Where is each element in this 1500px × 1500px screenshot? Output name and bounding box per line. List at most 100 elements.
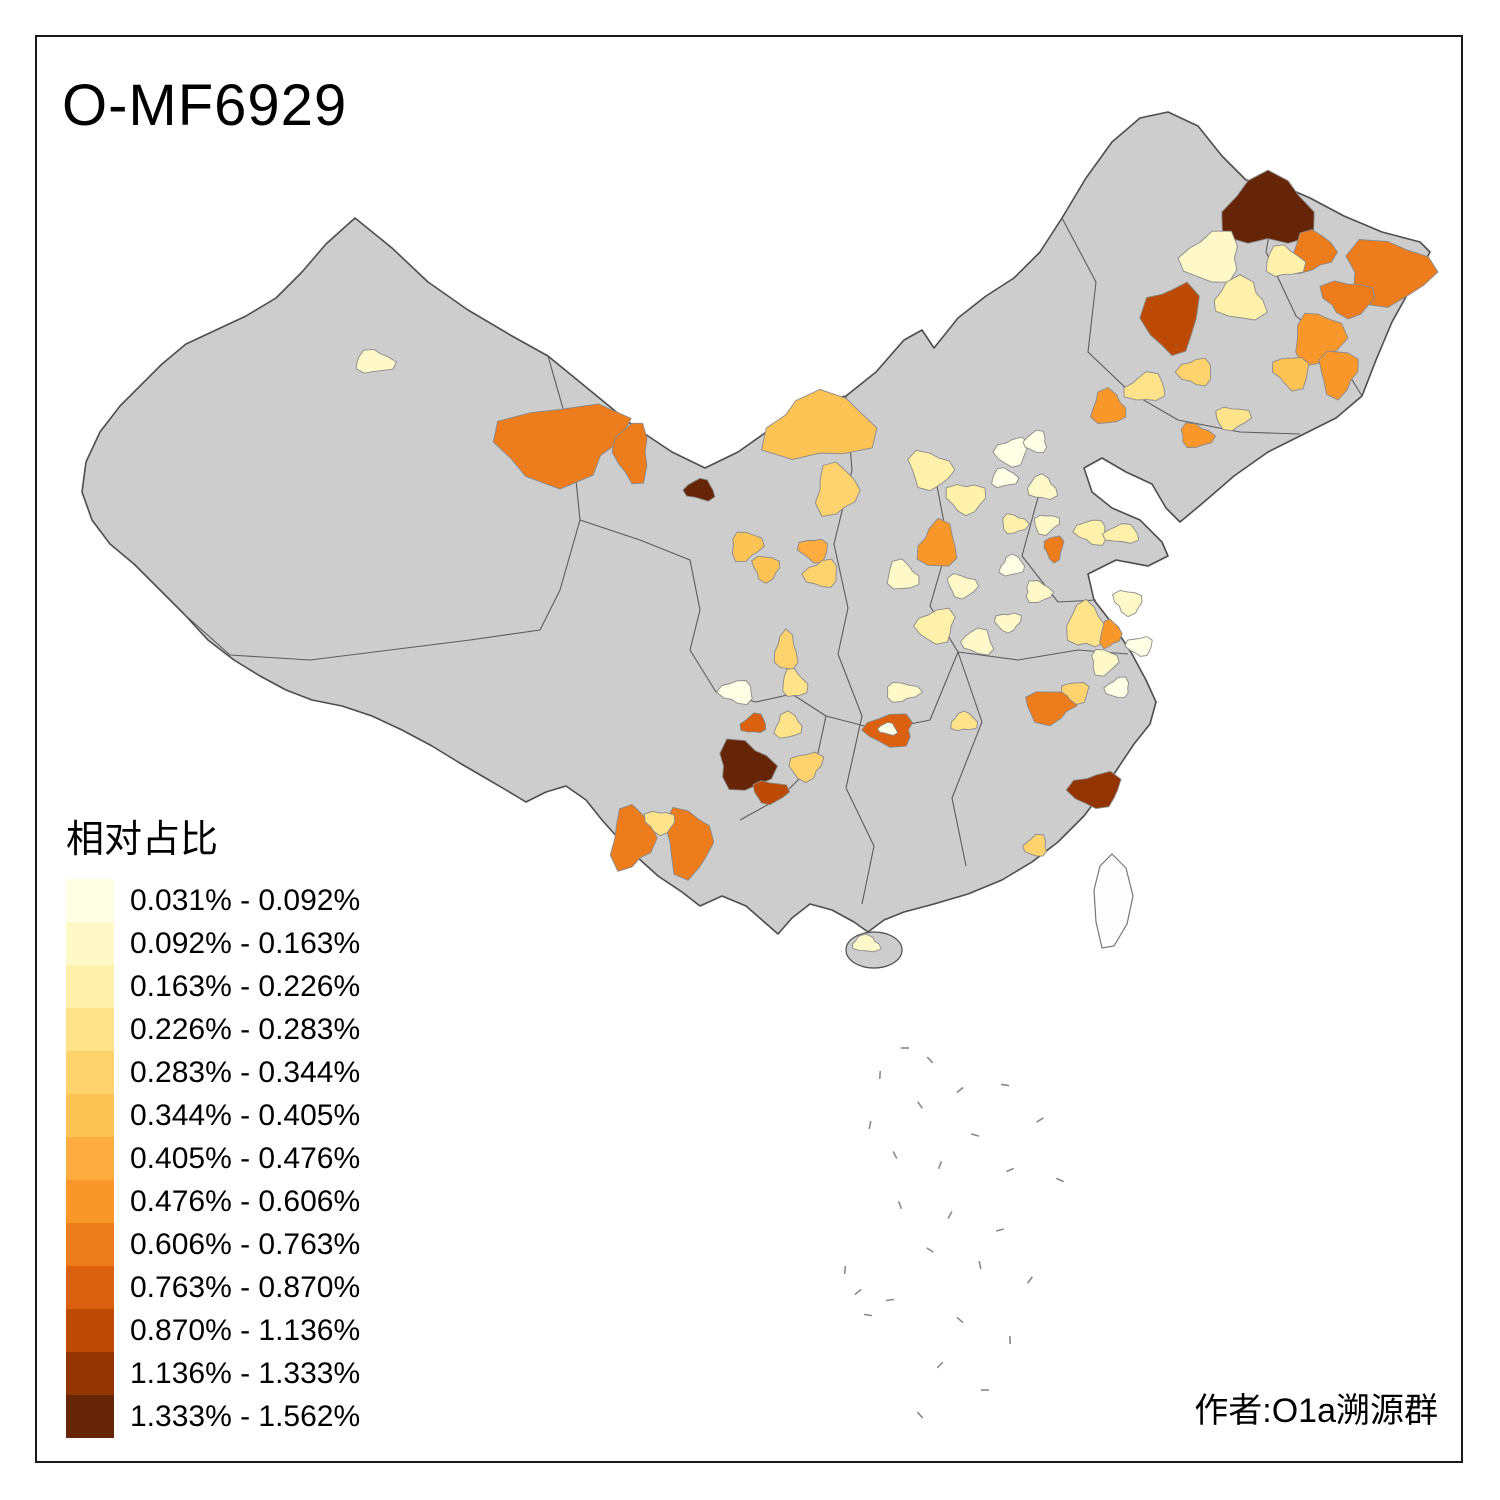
legend-range-label: 0.092% - 0.163%	[130, 927, 361, 960]
legend-range-label: 1.333% - 1.562%	[130, 1400, 361, 1433]
legend-color-swatch	[66, 965, 114, 1008]
legend-row: 0.344% - 0.405%	[66, 1094, 360, 1137]
legend-range-label: 0.163% - 0.226%	[130, 970, 361, 1003]
prefecture-region	[1112, 589, 1143, 618]
sea-islet-mark	[1006, 1167, 1014, 1173]
legend-color-swatch	[66, 922, 114, 965]
sea-islet-mark	[926, 1247, 934, 1253]
legend-row: 0.283% - 0.344%	[66, 1051, 360, 1094]
prefecture-region	[992, 436, 1030, 468]
prefecture-region	[773, 710, 803, 739]
prefecture-region	[611, 422, 648, 485]
legend-row: 0.870% - 1.136%	[66, 1309, 360, 1352]
legend-color-swatch	[66, 1180, 114, 1223]
legend-range-label: 0.344% - 0.405%	[130, 1099, 361, 1132]
prefecture-region	[887, 681, 924, 703]
prefecture-region	[788, 751, 825, 783]
prefecture-region	[664, 806, 715, 881]
legend-row: 0.606% - 0.763%	[66, 1223, 360, 1266]
sea-islet-mark	[978, 1260, 982, 1270]
sea-islet-mark	[892, 1151, 898, 1159]
province-border	[837, 653, 875, 905]
legend-title: 相对占比	[66, 819, 219, 861]
province-border	[1021, 489, 1097, 603]
sea-islet-mark	[878, 1070, 882, 1080]
prefecture-region	[643, 810, 676, 837]
prefecture-region	[959, 627, 995, 656]
legend-color-swatch	[66, 1008, 114, 1051]
sea-islet-mark	[956, 1316, 964, 1324]
prefecture-region	[739, 712, 767, 734]
prefecture-region	[682, 477, 716, 502]
sea-islet-mark	[854, 1288, 862, 1296]
prefecture-region	[877, 721, 899, 736]
legend-row: 0.031% - 0.092%	[66, 879, 360, 922]
sea-islet-mark	[1056, 1177, 1064, 1183]
legend-color-swatch	[66, 879, 114, 922]
prefecture-region	[1072, 519, 1108, 546]
legend-color-swatch	[66, 1094, 114, 1137]
legend-range-label: 0.031% - 0.092%	[130, 884, 361, 917]
sea-islet-mark	[843, 1265, 847, 1275]
prefecture-region	[1061, 682, 1090, 705]
prefecture-region	[1272, 357, 1310, 392]
prefecture-region	[1318, 350, 1359, 401]
prefecture-region	[1043, 535, 1065, 564]
prefecture-region	[1027, 473, 1059, 500]
legend-row: 0.405% - 0.476%	[66, 1137, 360, 1180]
sea-islet-mark	[995, 1228, 1005, 1232]
prefecture-region	[1174, 357, 1212, 387]
prefecture-region	[1090, 387, 1127, 425]
legend-row: 0.163% - 0.226%	[66, 965, 360, 1008]
prefecture-region	[1022, 429, 1048, 454]
sea-islet-mark	[863, 1313, 873, 1317]
sea-islet-mark	[1000, 1083, 1010, 1087]
prefecture-region	[950, 710, 979, 732]
prefecture-region	[1319, 280, 1376, 320]
prefecture-region	[731, 531, 765, 563]
prefecture-region	[1221, 169, 1315, 244]
prefecture-region	[886, 558, 920, 590]
prefecture-region	[1099, 618, 1123, 650]
prefecture-region	[1103, 676, 1130, 699]
legend-range-label: 0.606% - 0.763%	[130, 1228, 361, 1261]
legend-range-label: 1.136% - 1.333%	[130, 1357, 361, 1390]
prefecture-region	[492, 403, 632, 490]
prefecture-region	[1265, 244, 1307, 277]
sea-islet-mark	[936, 1361, 944, 1369]
sea-islet-mark	[916, 1411, 924, 1419]
sea-islet-mark	[970, 1133, 980, 1137]
prefecture-region	[851, 933, 882, 953]
legend: 相对占比 0.031% - 0.092% 0.092% - 0.163% 0.163…	[66, 808, 360, 1438]
sea-islet-mark	[947, 1211, 953, 1219]
prefecture-region	[1180, 422, 1216, 448]
prefecture-region	[991, 467, 1020, 489]
sea-islet-mark	[937, 1160, 943, 1170]
prefecture-region	[916, 517, 958, 567]
legend-row: 1.136% - 1.333%	[66, 1352, 360, 1395]
legend-color-swatch	[66, 1352, 114, 1395]
prefecture-region	[994, 612, 1022, 634]
prefecture-region	[907, 449, 956, 492]
page-title: O-MF6929	[62, 73, 348, 138]
prefecture-region	[716, 680, 753, 706]
prefecture-region	[814, 461, 861, 517]
legend-color-swatch	[66, 1137, 114, 1180]
prefecture-region	[752, 780, 791, 806]
sea-islet-mark	[868, 1120, 872, 1130]
prefecture-region	[1139, 281, 1200, 357]
prefecture-region	[1025, 580, 1054, 603]
legend-row: 0.092% - 0.163%	[66, 922, 360, 965]
legend-range-label: 0.226% - 0.283%	[130, 1013, 361, 1046]
prefecture-region	[1034, 514, 1061, 536]
sea-islet-mark	[956, 1086, 964, 1094]
legend-range-label: 0.870% - 1.136%	[130, 1314, 361, 1347]
legend-range-label: 0.476% - 0.606%	[130, 1185, 361, 1218]
legend-range-label: 0.405% - 0.476%	[130, 1142, 361, 1175]
mainland-outline	[81, 111, 1431, 935]
legend-color-swatch	[66, 1051, 114, 1094]
prefecture-region	[355, 349, 397, 374]
prefecture-region	[751, 555, 780, 584]
province-border	[579, 519, 717, 693]
legend-row: 0.226% - 0.283%	[66, 1008, 360, 1051]
